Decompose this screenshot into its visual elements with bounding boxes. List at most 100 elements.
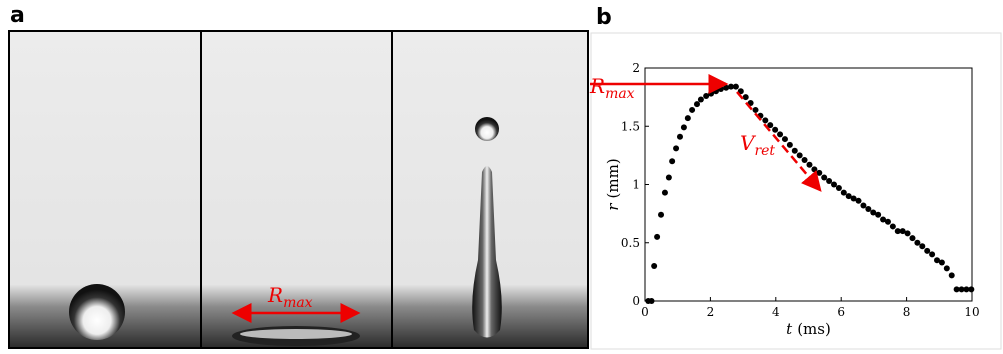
drop-sphere [69, 284, 125, 340]
point [938, 259, 945, 266]
point [953, 286, 960, 293]
point [806, 161, 813, 168]
x-tick-label: 6 [837, 305, 845, 319]
point [684, 115, 691, 122]
point [880, 216, 887, 223]
annotation-base: R [589, 74, 605, 98]
annotation-sub: max [605, 86, 635, 102]
point [762, 117, 769, 124]
point [850, 195, 857, 202]
annotation-sub: max [283, 295, 313, 311]
point [909, 235, 916, 242]
x-axis-label: t (ms) [786, 320, 831, 338]
point [835, 184, 842, 191]
arrow [736, 91, 822, 192]
frame [8, 30, 589, 349]
point [651, 263, 658, 270]
point [860, 202, 867, 209]
point [689, 106, 696, 113]
point [781, 136, 788, 143]
annotation-base: R [267, 283, 283, 307]
point [661, 189, 668, 196]
annotation: Rmax [267, 283, 313, 311]
y-axis-unit: (mm) [604, 158, 622, 198]
point [811, 166, 818, 173]
point [899, 228, 906, 235]
point [821, 174, 828, 181]
y-axis-label: r (mm) [604, 158, 622, 210]
point [742, 94, 749, 101]
point [894, 228, 901, 235]
y-tick-label: 1 [632, 178, 640, 192]
panel-label: b [596, 5, 612, 30]
y-tick-label: 2 [632, 61, 640, 75]
x-tick-label: 0 [641, 305, 649, 319]
point [801, 157, 808, 164]
annotation-base: V [740, 131, 757, 155]
x-tick-label: 10 [964, 305, 979, 319]
y-tick-label: 0 [632, 294, 640, 308]
point [889, 223, 896, 230]
point [865, 205, 872, 212]
panel-label: a [10, 3, 25, 28]
point [772, 126, 779, 133]
x-tick-label: 4 [772, 305, 780, 319]
point [870, 209, 877, 216]
point [752, 106, 759, 113]
point [786, 141, 793, 148]
point [958, 286, 965, 293]
point [904, 230, 911, 237]
point [732, 83, 739, 90]
point [717, 85, 724, 92]
point [826, 178, 833, 185]
chart: 0 2 4 6 8 10 0 0.5 1 1.5 2 t (ms) r (mm) [604, 61, 980, 338]
point [948, 272, 955, 279]
point [968, 286, 975, 293]
drop-spread [232, 326, 360, 346]
point [680, 124, 687, 131]
x-tick-label: 8 [903, 305, 911, 319]
point [855, 197, 862, 204]
x-tick-label: 2 [707, 305, 715, 319]
point [665, 174, 672, 181]
y-tick-label: 1.5 [621, 119, 640, 133]
point [914, 239, 921, 246]
point [703, 92, 710, 99]
annotation-sub: ret [754, 143, 775, 159]
point [791, 147, 798, 154]
drop-jet [472, 117, 502, 338]
panel-frame [590, 32, 1002, 350]
point [963, 286, 970, 293]
point [648, 298, 655, 304]
point [669, 158, 676, 165]
point [728, 83, 735, 90]
y-axis-symbol: r [604, 203, 622, 211]
point [697, 96, 704, 103]
point [654, 233, 661, 240]
point [919, 243, 926, 250]
point [934, 257, 941, 264]
point [875, 211, 882, 218]
annotation: Rmax [589, 74, 635, 102]
plot-area [644, 67, 973, 302]
point [658, 211, 665, 218]
point [796, 152, 803, 159]
point [767, 122, 774, 129]
point [924, 247, 931, 254]
point [777, 131, 784, 138]
point [816, 169, 823, 176]
y-tick-label: 0.5 [621, 236, 640, 250]
point [845, 193, 852, 200]
point [676, 133, 683, 140]
x-axis-unit: (ms) [797, 320, 831, 338]
point [840, 189, 847, 196]
point [693, 101, 700, 108]
point [929, 251, 936, 258]
x-axis-symbol: t [786, 320, 793, 338]
point [673, 145, 680, 152]
point [831, 181, 838, 188]
point [884, 218, 891, 225]
annotation: Vret [740, 131, 775, 159]
